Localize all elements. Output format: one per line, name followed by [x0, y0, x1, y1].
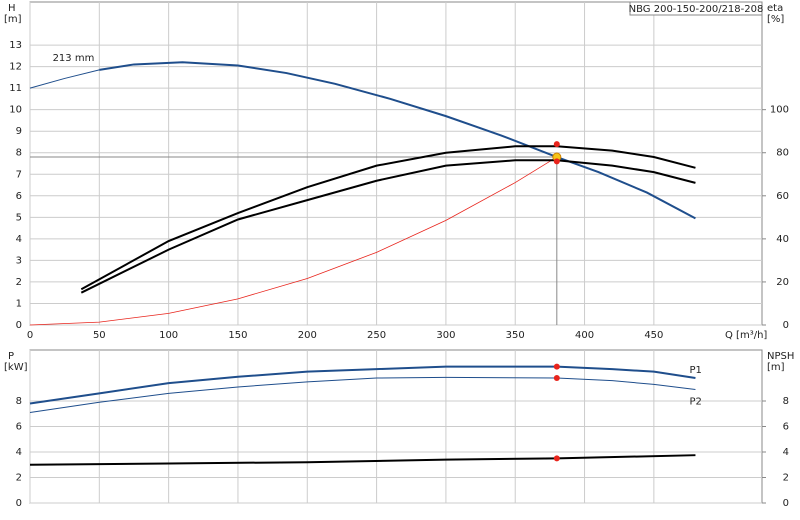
series-line [80, 159, 696, 294]
y-tick-label: 9 [16, 126, 22, 137]
y2-tick-label: 4 [783, 447, 789, 458]
y-tick-label: 10 [9, 105, 22, 116]
title-box [629, 1, 763, 16]
y2-axis-label: eta [767, 3, 783, 14]
y-tick-label: 0 [16, 320, 22, 331]
series-line [29, 376, 696, 413]
y-tick-label: 4 [16, 234, 22, 245]
x-tick-label: 350 [506, 330, 525, 341]
series-line [29, 365, 696, 405]
x-tick-label: 300 [436, 330, 455, 341]
x-tick-label: 50 [93, 330, 106, 341]
y-tick-label: 7 [16, 169, 22, 180]
x-axis-label: Q [m³/h] [725, 330, 767, 341]
y2-tick-label: 100 [770, 105, 789, 116]
curve-label: P2 [689, 397, 701, 408]
y-tick-label: 5 [16, 212, 22, 223]
x-tick-label: 200 [298, 330, 317, 341]
y2-tick-label: 2 [783, 473, 789, 484]
y-tick-label: 2 [16, 277, 22, 288]
y2-tick-label: 8 [783, 396, 789, 407]
y-tick-label: 6 [16, 191, 22, 202]
operating-point [553, 141, 560, 148]
y2-axis-unit: [%] [767, 14, 784, 25]
x-tick-label: 0 [27, 330, 33, 341]
y-axis-unit: [m] [4, 14, 22, 25]
operating-point [553, 455, 560, 462]
y2-axis-label: NPSH [767, 351, 794, 362]
curve-label: P1 [689, 365, 701, 376]
y-tick-label: 11 [9, 83, 22, 94]
y-tick-label: 12 [9, 62, 22, 73]
series-line [29, 69, 100, 89]
y-axis-label: P [8, 351, 14, 362]
y-axis-unit: [kW] [4, 362, 28, 373]
series-line [99, 61, 696, 220]
x-tick-label: 400 [575, 330, 594, 341]
y-tick-label: 0 [16, 498, 22, 509]
y2-tick-label: 0 [783, 320, 789, 331]
series-line [80, 145, 696, 291]
y2-tick-label: 40 [776, 234, 789, 245]
operating-point [553, 375, 560, 382]
y2-tick-label: 20 [776, 277, 789, 288]
y2-axis-unit: [m] [767, 362, 785, 373]
x-tick-label: 100 [159, 330, 178, 341]
y2-tick-label: 6 [783, 422, 789, 433]
y-tick-label: 13 [9, 40, 22, 51]
y-tick-label: 4 [16, 447, 22, 458]
y-tick-label: 3 [16, 255, 22, 266]
y2-tick-label: 60 [776, 191, 789, 202]
y-tick-label: 6 [16, 422, 22, 433]
x-tick-label: 450 [644, 330, 663, 341]
plot-frame [29, 1, 763, 326]
chart-title: NBG 200-150-200/218-208 [629, 4, 764, 15]
y-tick-label: 1 [16, 298, 22, 309]
y-tick-label: 8 [16, 148, 22, 159]
operating-point [553, 363, 560, 370]
y2-tick-label: 0 [783, 498, 789, 509]
x-tick-label: 250 [367, 330, 386, 341]
x-tick-label: 150 [228, 330, 247, 341]
y-tick-label: 8 [16, 396, 22, 407]
operating-point [553, 158, 560, 165]
y2-tick-label: 80 [776, 148, 789, 159]
curve-label: 213 mm [53, 53, 95, 64]
y-axis-label: H [8, 3, 16, 14]
series-line [29, 454, 696, 466]
y-tick-label: 2 [16, 473, 22, 484]
series-line [29, 156, 558, 326]
